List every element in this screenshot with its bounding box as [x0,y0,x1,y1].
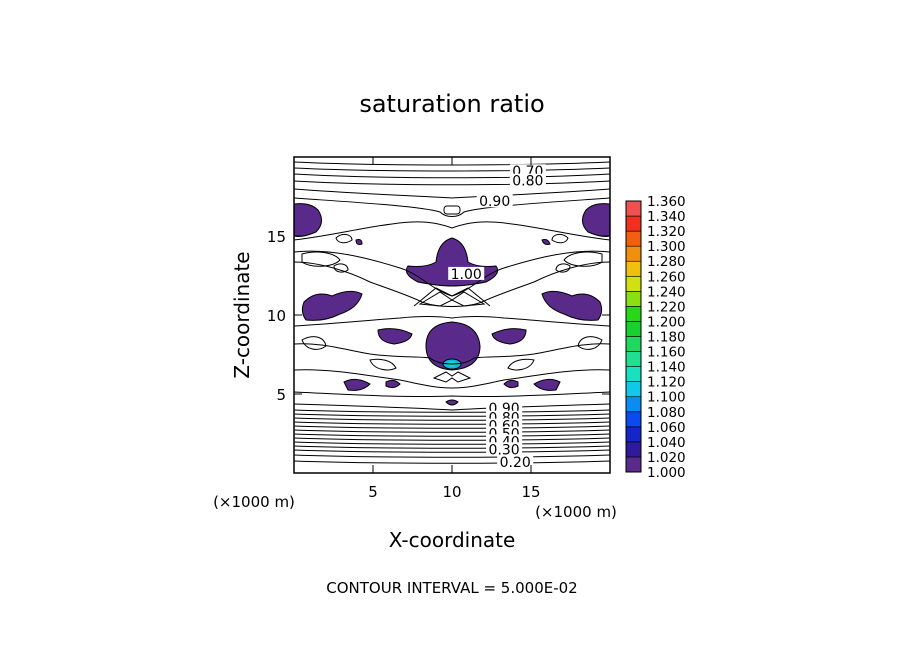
y-tick-labels: 5 10 15 [267,228,286,404]
y-tick-label: 10 [267,307,286,325]
colorbar-level-label: 1.240 [647,284,686,300]
colorbar-swatch [625,230,642,247]
y-tick-label: 15 [267,228,286,246]
x-axis-unit-label-left: (×1000 m) [213,493,295,511]
plot-area: 0.700.800.901.000.900.800.600.500.400.30… [293,156,611,474]
colorbar-swatch [625,381,642,398]
x-axis-title: X-coordinate [389,528,516,552]
colorbar-swatch [625,441,642,458]
y-axis-title: Z-coordinate [230,251,254,378]
filled-region [377,328,413,345]
plot-background [294,157,610,473]
filled-region [533,378,561,391]
filled-region [425,321,481,371]
x-axis-unit-label-right: (×1000 m) [535,503,617,521]
filled-region [503,379,519,389]
y-tick-label: 5 [276,386,286,404]
contour-label-background [509,173,546,187]
contour-label: 0.20 [500,455,531,471]
axis-ticks [294,157,610,473]
filled-region [541,239,551,245]
colorbar-level-label: 1.280 [647,254,686,270]
colorbar-level-label: 1.080 [647,405,686,421]
colorbar-level-label: 1.340 [647,209,686,225]
colorbar-level-label: 1.200 [647,314,686,330]
colorbar-level-label: 1.300 [647,239,686,255]
colorbar-level-label: 1.020 [647,450,686,466]
contour-label-background [497,454,534,468]
filled-region [301,290,363,321]
contour-label: 1.00 [451,267,482,283]
filled-region [343,378,371,391]
colorbar-swatch [625,336,642,352]
filled-region [491,328,527,345]
colorbar-swatch [625,291,642,307]
contour-label: 0.30 [489,442,520,458]
contour-label: 0.80 [512,174,543,190]
colorbar-frame [625,200,642,473]
contour-labels: 0.700.800.901.000.900.800.600.500.400.30… [448,164,546,471]
contour-label-background [486,442,523,456]
x-tick-label: 15 [521,483,540,501]
colorbar-level-label: 1.000 [647,465,686,481]
colorbar-swatch [625,396,642,413]
filled-region [355,239,363,245]
colorbar-level-label: 1.260 [647,269,686,285]
colorbar-swatch [625,260,642,277]
colorbar-swatch [625,411,642,428]
x-tick-label: 10 [442,483,461,501]
colorbar-level-label: 1.360 [647,194,686,210]
contour-label-background [476,194,513,208]
x-tick-labels: 5 10 15 [368,483,540,501]
colorbar-swatch [625,351,642,367]
colorbar-level-label: 1.160 [647,345,686,361]
filled-region [541,290,603,321]
colorbar-level-label: 1.140 [647,360,686,376]
contour-label-background [448,266,485,280]
colorbar-level-label: 1.220 [647,299,686,315]
x-tick-label: 5 [368,483,378,501]
colorbar-swatch [625,215,642,232]
colorbar-swatch [625,200,642,217]
colorbar-swatch [625,366,642,382]
contour-label: 0.90 [479,194,510,210]
filled-region [445,399,459,406]
colorbar-level-label: 1.060 [647,420,686,436]
colorbar-swatch [625,306,642,322]
colorbar-swatch [625,275,642,292]
colorbar: 1.0001.0201.0401.0601.0801.1001.1201.140… [625,194,686,481]
filled-region [385,379,401,389]
colorbar-swatch [625,456,642,473]
chart-title: saturation ratio [359,90,544,118]
contour-lines [294,161,610,464]
colorbar-level-label: 1.180 [647,330,686,346]
colorbar-level-label: 1.100 [647,390,686,406]
colorbar-swatch [625,245,642,262]
colorbar-swatch [625,426,642,443]
colorbar-swatch [625,321,642,337]
colorbar-level-label: 1.320 [647,224,686,240]
colorbar-level-label: 1.040 [647,435,686,451]
contour-interval-note: CONTOUR INTERVAL = 5.000E-02 [326,579,577,597]
colorbar-level-label: 1.120 [647,375,686,391]
